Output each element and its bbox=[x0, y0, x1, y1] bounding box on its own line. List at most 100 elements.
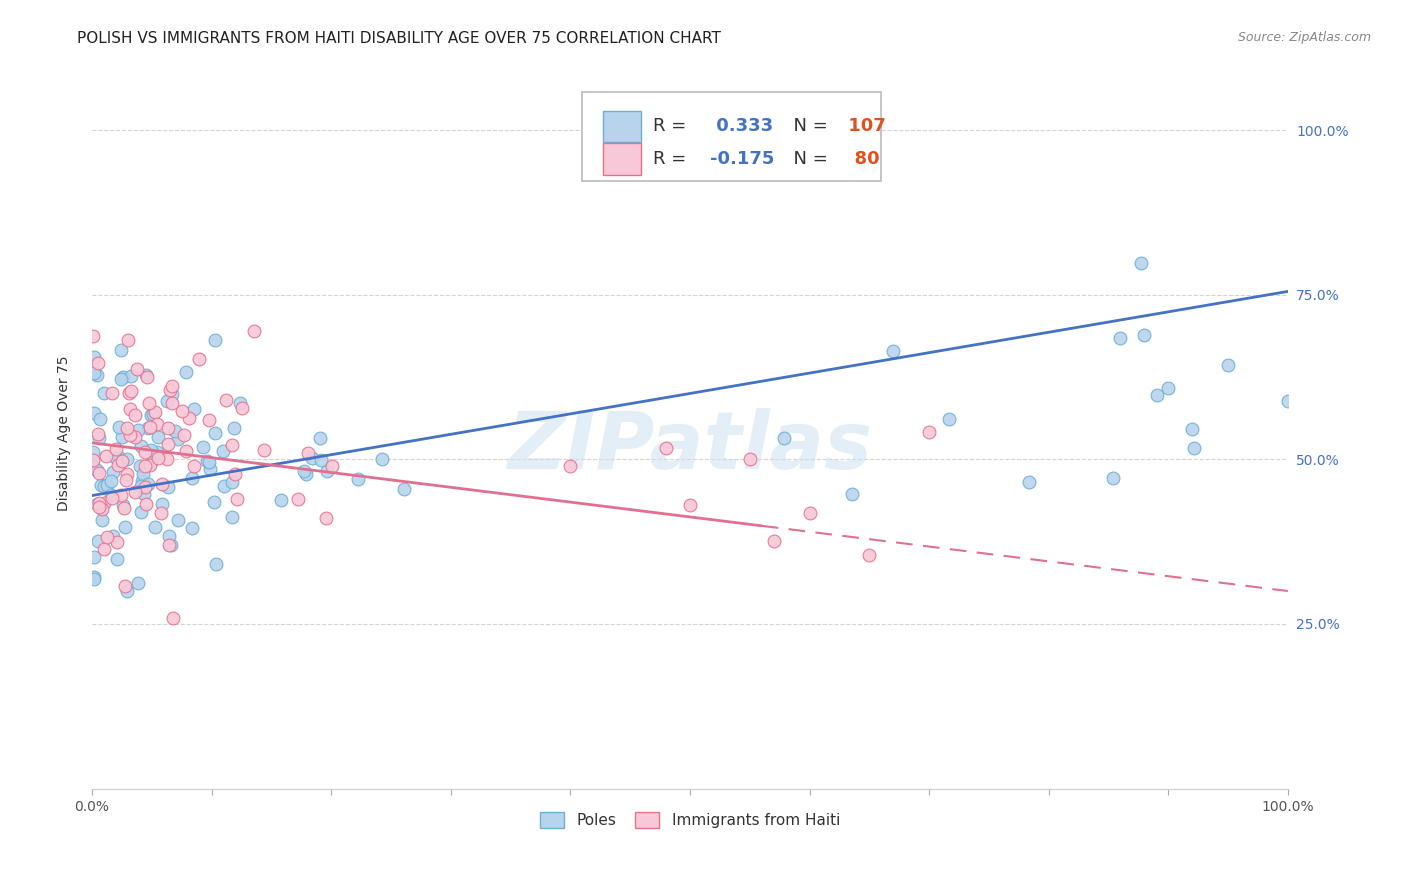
Text: -0.175: -0.175 bbox=[710, 150, 775, 168]
Point bbox=[297, 445, 319, 459]
Text: POLISH VS IMMIGRANTS FROM HAITI DISABILITY AGE OVER 75 CORRELATION CHART: POLISH VS IMMIGRANTS FROM HAITI DISABILI… bbox=[77, 31, 721, 46]
Point bbox=[938, 412, 960, 426]
Point bbox=[129, 439, 152, 453]
Point bbox=[1101, 470, 1123, 484]
Point bbox=[142, 407, 165, 421]
Point bbox=[183, 402, 205, 417]
Point bbox=[181, 521, 204, 535]
Point bbox=[392, 483, 415, 497]
Point bbox=[127, 423, 149, 437]
Point bbox=[560, 459, 582, 474]
Point bbox=[188, 352, 211, 367]
Point bbox=[83, 350, 105, 364]
Point bbox=[149, 506, 172, 520]
Point bbox=[110, 372, 132, 386]
Point bbox=[160, 386, 183, 401]
Point bbox=[118, 386, 141, 401]
Legend: Poles, Immigrants from Haiti: Poles, Immigrants from Haiti bbox=[534, 806, 846, 834]
Point bbox=[117, 467, 139, 481]
Point bbox=[86, 368, 108, 383]
Point bbox=[918, 425, 941, 439]
Point bbox=[110, 343, 132, 357]
Point bbox=[131, 505, 153, 519]
Point bbox=[93, 542, 115, 557]
Point bbox=[145, 405, 167, 419]
Point bbox=[83, 366, 105, 380]
Point bbox=[90, 478, 112, 492]
Point bbox=[738, 452, 761, 467]
Point bbox=[309, 453, 332, 467]
Point bbox=[1018, 475, 1040, 489]
Point bbox=[89, 412, 111, 426]
Point bbox=[166, 513, 188, 527]
Point bbox=[167, 432, 190, 446]
Point bbox=[858, 548, 880, 562]
Point bbox=[136, 420, 159, 434]
Point bbox=[160, 396, 183, 410]
Point bbox=[198, 461, 221, 475]
Point bbox=[134, 444, 156, 458]
Point bbox=[120, 384, 142, 398]
Point bbox=[138, 395, 160, 409]
Point bbox=[82, 328, 104, 343]
Point bbox=[347, 472, 370, 486]
Text: ZIPatlas: ZIPatlas bbox=[508, 409, 873, 486]
Point bbox=[253, 442, 276, 457]
Point bbox=[295, 467, 318, 482]
Point bbox=[141, 443, 163, 458]
Point bbox=[215, 392, 238, 407]
Point bbox=[112, 500, 135, 515]
Point bbox=[117, 451, 139, 466]
Point bbox=[799, 506, 821, 520]
Point bbox=[117, 333, 139, 347]
Point bbox=[115, 584, 138, 599]
Point bbox=[83, 572, 105, 586]
Point bbox=[221, 509, 243, 524]
Point bbox=[197, 413, 219, 427]
Point bbox=[93, 496, 115, 510]
FancyBboxPatch shape bbox=[603, 111, 641, 142]
Point bbox=[1216, 359, 1239, 373]
Point bbox=[146, 450, 169, 465]
Point bbox=[321, 459, 343, 474]
Point bbox=[212, 478, 235, 492]
Point bbox=[159, 384, 181, 398]
Point bbox=[125, 362, 148, 376]
Point bbox=[183, 459, 205, 474]
Point bbox=[83, 570, 105, 584]
Point bbox=[159, 538, 181, 552]
Point bbox=[132, 467, 155, 481]
Point bbox=[101, 465, 124, 479]
Y-axis label: Disability Age Over 75: Disability Age Over 75 bbox=[58, 355, 72, 511]
Point bbox=[205, 557, 228, 571]
Point bbox=[309, 431, 332, 445]
Point bbox=[101, 491, 124, 505]
Point bbox=[162, 611, 184, 625]
Point bbox=[93, 479, 115, 493]
Point bbox=[179, 411, 201, 425]
Point bbox=[111, 370, 134, 384]
Point bbox=[111, 498, 134, 512]
FancyBboxPatch shape bbox=[582, 92, 882, 180]
Point bbox=[1133, 328, 1156, 343]
Point bbox=[655, 441, 678, 455]
Point bbox=[114, 473, 136, 487]
Point bbox=[91, 513, 114, 527]
Point bbox=[105, 534, 128, 549]
Point bbox=[146, 430, 169, 444]
Point bbox=[156, 420, 179, 434]
Text: 107: 107 bbox=[842, 117, 886, 136]
Point bbox=[221, 475, 243, 489]
Point bbox=[174, 443, 197, 458]
Point bbox=[301, 451, 323, 466]
Point bbox=[135, 368, 157, 382]
Point bbox=[131, 474, 153, 488]
FancyBboxPatch shape bbox=[603, 144, 641, 175]
Point bbox=[127, 575, 149, 590]
Point bbox=[242, 324, 264, 338]
Point bbox=[160, 379, 183, 393]
Point bbox=[114, 520, 136, 534]
Point bbox=[114, 579, 136, 593]
Point bbox=[124, 409, 146, 423]
Point bbox=[1181, 422, 1204, 436]
